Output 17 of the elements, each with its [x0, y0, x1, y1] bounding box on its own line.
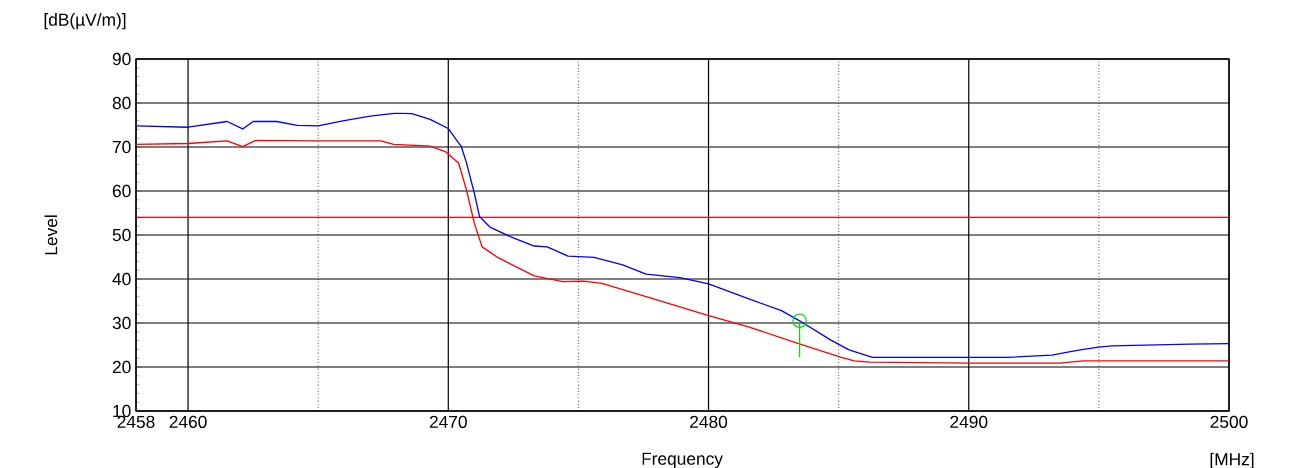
y-axis-title: Level [44, 215, 58, 255]
x-tick-label: 2480 [690, 415, 728, 428]
x-tick-label: 2460 [169, 415, 207, 428]
y-tick-label: 80 [112, 96, 131, 110]
y-tick-label: 60 [112, 184, 131, 198]
y-tick-label: 90 [112, 52, 131, 66]
x-tick-label: 2500 [1210, 415, 1248, 428]
x-tick-label: 2490 [950, 415, 988, 428]
text: [MHz] [1210, 452, 1254, 468]
y-tick-label: 50 [112, 228, 131, 242]
x-tick-label: 2470 [429, 415, 467, 428]
y-tick-label: 40 [112, 272, 131, 286]
y-tick-label: 70 [112, 140, 131, 154]
y-tick-label: 30 [112, 316, 131, 330]
text: [dB(µV/m)] [44, 13, 126, 30]
x-axis-title: Frequency [642, 452, 723, 468]
y-tick-label: 20 [112, 360, 131, 374]
